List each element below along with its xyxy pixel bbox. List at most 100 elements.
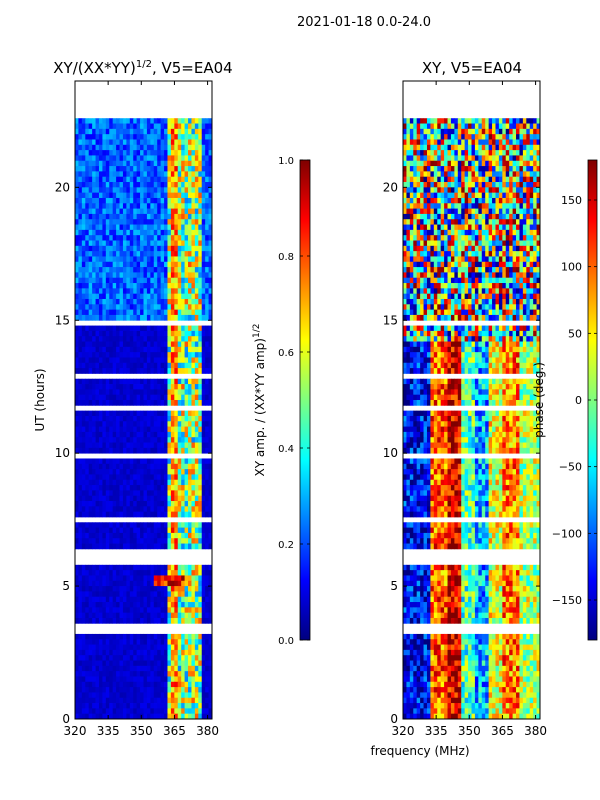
heatmap-cell xyxy=(133,474,138,481)
heatmap-cell xyxy=(116,314,120,321)
heatmap-cell xyxy=(150,713,155,720)
heatmap-cell xyxy=(102,325,107,332)
heatmap-cell xyxy=(205,596,209,603)
heatmap-cell xyxy=(536,160,541,167)
heatmap-cell xyxy=(102,330,107,337)
heatmap-cell xyxy=(409,134,414,140)
heatmap-cell xyxy=(157,633,162,640)
heatmap-cell xyxy=(88,256,93,263)
heatmap-cell xyxy=(143,421,148,427)
heatmap-cell xyxy=(119,256,124,263)
heatmap-cell xyxy=(102,224,107,231)
heatmap-cell xyxy=(423,128,428,135)
heatmap-cell xyxy=(136,607,141,614)
heatmap-cell xyxy=(488,171,493,178)
heatmap-cell xyxy=(133,527,138,534)
heatmap-cell xyxy=(492,150,496,156)
heatmap-cell xyxy=(164,325,168,332)
heatmap-cell xyxy=(512,219,517,225)
heatmap-cell xyxy=(198,240,203,247)
heatmap-cell xyxy=(140,267,144,273)
heatmap-cell xyxy=(150,160,155,167)
heatmap-cell xyxy=(116,506,120,513)
heatmap-cell xyxy=(95,697,100,704)
heatmap-cell xyxy=(119,330,124,337)
heatmap-cell xyxy=(177,314,182,321)
heatmap-cell xyxy=(109,681,114,688)
heatmap-cell xyxy=(167,602,172,608)
heatmap-cell xyxy=(177,298,182,305)
heatmap-cell xyxy=(481,155,486,162)
heatmap-cell xyxy=(150,607,155,614)
heatmap-cell xyxy=(92,644,96,651)
heatmap-cell xyxy=(413,134,418,140)
heatmap-cell xyxy=(160,298,165,305)
heatmap-cell xyxy=(105,288,110,295)
heatmap-cell xyxy=(146,251,151,257)
heatmap-cell xyxy=(119,415,124,422)
heatmap-cell xyxy=(184,506,189,513)
heatmap-cell xyxy=(153,267,158,273)
heatmap-cell xyxy=(129,570,134,576)
heatmap-cell xyxy=(184,123,189,130)
heatmap-cell xyxy=(140,352,144,358)
heatmap-cell xyxy=(416,118,421,124)
heatmap-cell xyxy=(88,182,93,188)
heatmap-cell xyxy=(92,639,96,645)
heatmap-cell xyxy=(194,501,199,507)
heatmap-cell xyxy=(205,660,209,667)
heatmap-cell xyxy=(188,213,192,220)
heatmap-cell xyxy=(201,352,206,358)
heatmap-cell xyxy=(194,676,199,683)
heatmap-cell xyxy=(181,649,185,656)
heatmap-cell xyxy=(160,649,165,656)
heatmap-cell xyxy=(105,352,110,358)
heatmap-cell xyxy=(150,394,155,401)
heatmap-cell xyxy=(105,144,110,151)
heatmap-cell xyxy=(167,421,172,427)
heatmap-cell xyxy=(188,655,192,661)
heatmap-cell xyxy=(119,283,124,289)
heatmap-cell xyxy=(164,261,168,268)
heatmap-cell xyxy=(150,176,155,183)
heatmap-cell xyxy=(437,150,442,156)
heatmap-cell xyxy=(119,123,124,130)
heatmap-cell xyxy=(157,421,162,427)
heatmap-cell xyxy=(498,139,503,146)
heatmap-cell xyxy=(488,166,493,172)
heatmap-cell xyxy=(160,261,165,268)
heatmap-cell xyxy=(116,357,120,364)
heatmap-cell xyxy=(164,224,168,231)
heatmap-cell xyxy=(112,591,117,598)
heatmap-cell xyxy=(205,421,209,427)
heatmap-cell xyxy=(170,256,175,263)
heatmap-cell xyxy=(201,506,206,513)
heatmap-cell xyxy=(112,421,117,427)
heatmap-cell xyxy=(140,384,144,390)
heatmap-cell xyxy=(81,123,86,130)
heatmap-cell xyxy=(122,362,127,369)
heatmap-cell xyxy=(109,128,114,135)
heatmap-cell xyxy=(81,389,86,396)
heatmap-cell xyxy=(184,134,189,140)
heatmap-cell xyxy=(88,469,93,475)
heatmap-cell xyxy=(198,346,203,353)
heatmap-cell xyxy=(75,267,79,273)
heatmap-cell xyxy=(75,458,79,465)
heatmap-cell xyxy=(146,527,151,534)
heatmap-cell xyxy=(140,144,144,151)
heatmap-cell xyxy=(81,229,86,236)
heatmap-cell xyxy=(85,298,90,305)
heatmap-cell xyxy=(133,203,138,209)
heatmap-cell xyxy=(112,607,117,614)
heatmap-cell xyxy=(109,697,114,704)
heatmap-cell xyxy=(160,389,165,396)
heatmap-cell xyxy=(85,150,90,156)
heatmap-cell xyxy=(109,336,114,342)
heatmap-cell xyxy=(109,272,114,279)
heatmap-cell xyxy=(208,224,213,231)
heatmap-cell xyxy=(88,617,93,624)
heatmap-cell xyxy=(119,368,124,374)
heatmap-cell xyxy=(85,692,90,699)
heatmap-cell xyxy=(167,288,172,295)
